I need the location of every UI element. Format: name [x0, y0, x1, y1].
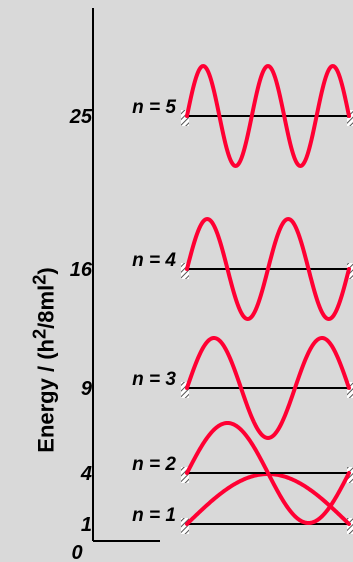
wavefunction-5: [185, 63, 351, 169]
energy-value-label-1: 1: [81, 514, 92, 536]
right-wall-1: [347, 518, 353, 534]
zero-label: 0: [71, 542, 82, 562]
energy-value-label-3: 9: [81, 378, 93, 400]
right-wall-5: [347, 110, 353, 126]
energy-value-label-5: 25: [69, 106, 93, 128]
energy-value-label-4: 16: [70, 259, 93, 281]
left-wall-3: [181, 382, 189, 398]
wavefunction-3: [185, 336, 351, 441]
state-label-1: n = 1: [132, 505, 176, 526]
left-wall-1: [181, 518, 189, 534]
energy-axis-title: Energy / (h2/8ml2): [28, 267, 59, 453]
right-wall-3: [347, 382, 353, 398]
levels-group: 1 n = 1 4 n = 2 9 n = 3 16 n = 4 25 n = 5: [69, 63, 353, 536]
left-wall-5: [181, 110, 189, 126]
state-label-2: n = 2: [132, 454, 176, 475]
state-label-3: n = 3: [132, 369, 176, 390]
left-wall-2: [181, 467, 189, 483]
left-wall-4: [181, 263, 189, 279]
energy-value-label-2: 4: [80, 463, 92, 485]
wavefunction-1: [185, 471, 351, 526]
state-label-5: n = 5: [132, 97, 176, 118]
state-label-4: n = 4: [132, 250, 176, 271]
wavefunction-4: [185, 216, 351, 322]
wavefunction-2: [185, 420, 351, 526]
